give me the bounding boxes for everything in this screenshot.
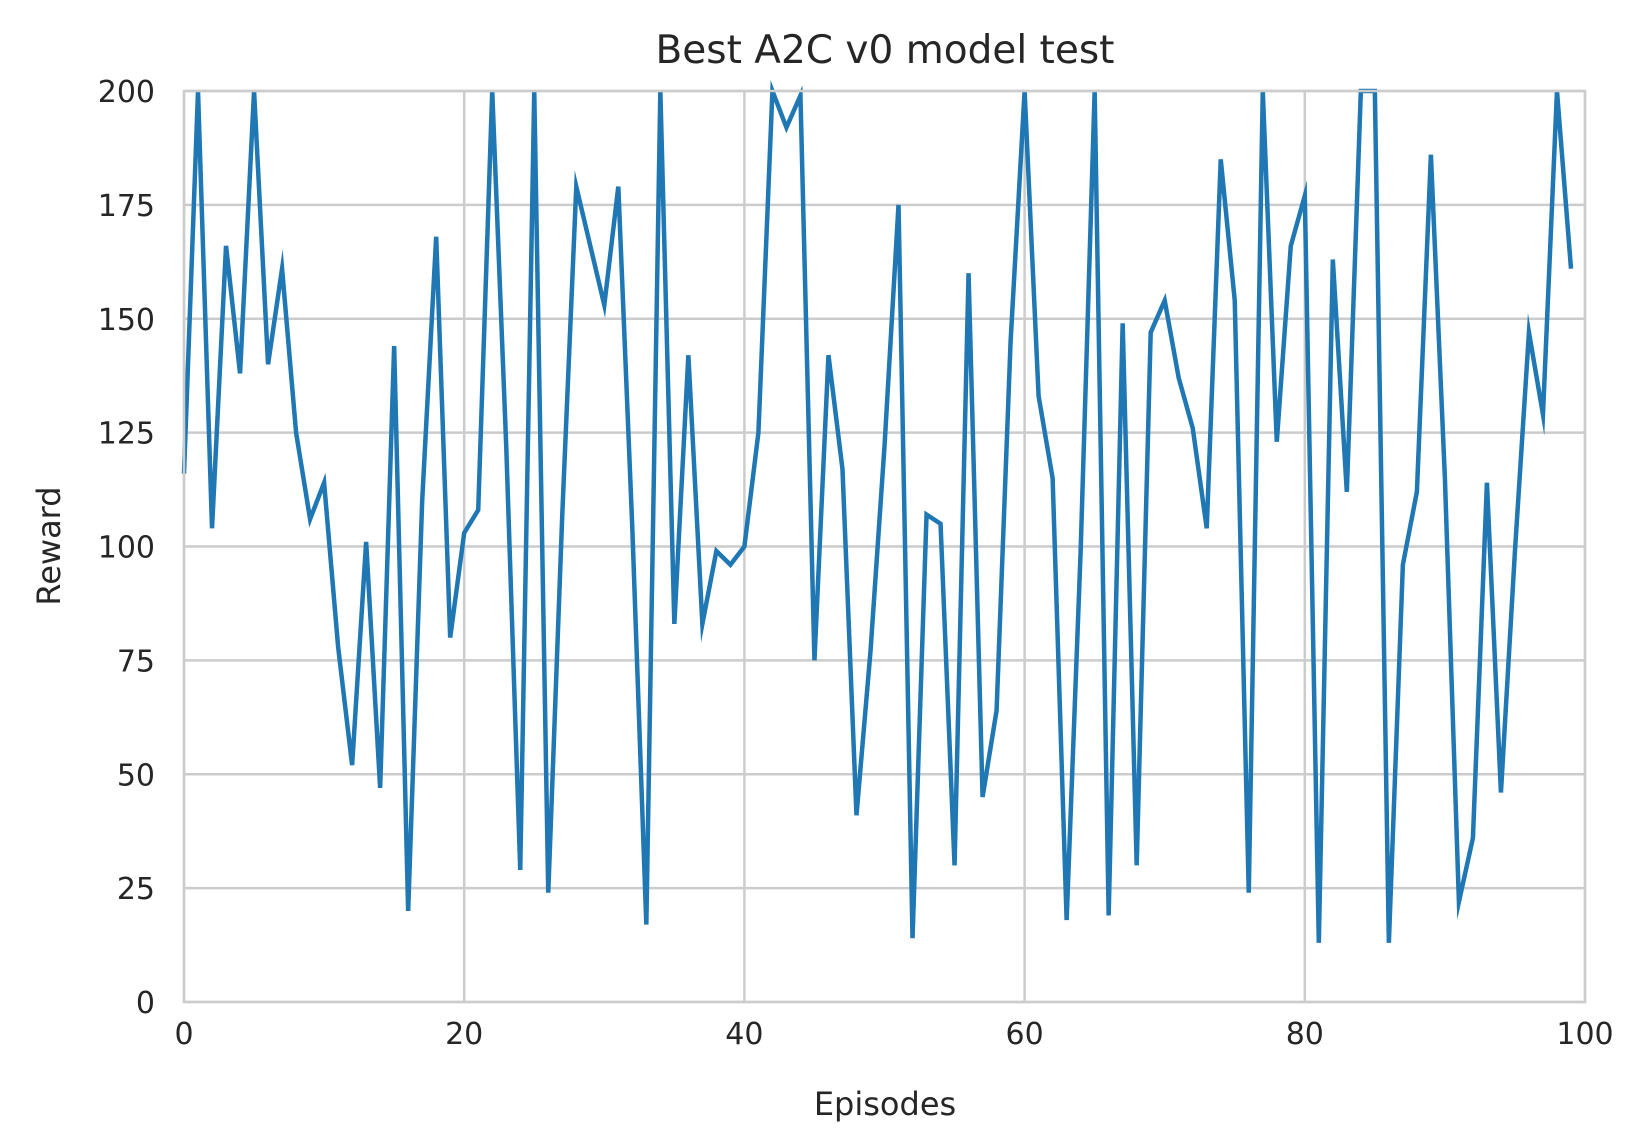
y-axis-ticks: 0 25 50 75 100 125 150 175 200 bbox=[98, 75, 155, 1021]
x-tick-label: 100 bbox=[1556, 1017, 1613, 1052]
reward-series-line bbox=[181, 80, 1574, 943]
x-axis-label: Episodes bbox=[814, 1085, 956, 1123]
y-tick-label: 50 bbox=[117, 758, 155, 793]
y-tick-label: 200 bbox=[98, 75, 155, 110]
x-axis-ticks: 0 20 40 60 80 100 bbox=[174, 1017, 1613, 1052]
x-tick-label: 80 bbox=[1286, 1017, 1324, 1052]
chart-title: Best A2C v0 model test bbox=[656, 28, 1115, 73]
plot-frame bbox=[182, 89, 1587, 1004]
x-tick-label: 40 bbox=[725, 1017, 763, 1052]
y-tick-label: 75 bbox=[117, 644, 155, 679]
y-tick-label: 125 bbox=[98, 417, 155, 452]
x-tick-label: 20 bbox=[445, 1017, 483, 1052]
series-group bbox=[181, 80, 1574, 943]
y-tick-label: 175 bbox=[98, 189, 155, 224]
y-axis-label: Reward bbox=[30, 486, 68, 605]
x-tick-label: 60 bbox=[1006, 1017, 1044, 1052]
y-tick-label: 100 bbox=[98, 531, 155, 566]
x-tick-label: 0 bbox=[174, 1017, 193, 1052]
y-tick-label: 0 bbox=[136, 986, 155, 1021]
y-tick-label: 25 bbox=[117, 872, 155, 907]
y-tick-label: 150 bbox=[98, 303, 155, 338]
